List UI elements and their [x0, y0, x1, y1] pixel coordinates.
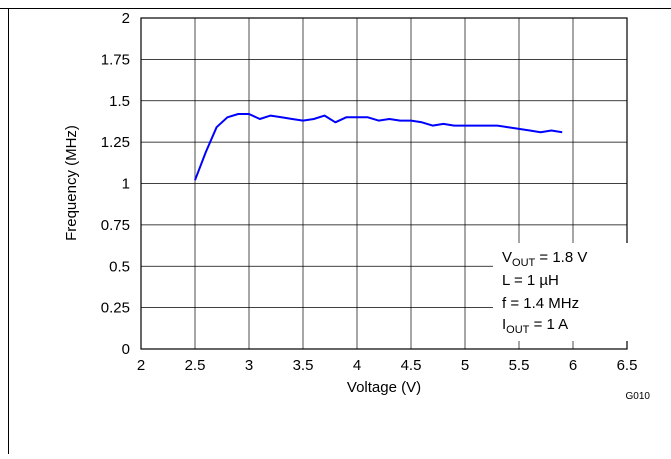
x-tick-label: 2.5 [185, 357, 206, 374]
y-tick-label: 2 [122, 10, 130, 27]
x-tick-label: 6.5 [617, 357, 638, 374]
x-tick-label: 5.5 [509, 357, 530, 374]
x-tick-label: 3 [245, 357, 253, 374]
y-tick-label: 0.5 [109, 258, 130, 275]
x-tick-label: 3.5 [293, 357, 314, 374]
y-tick-label: 1.5 [109, 93, 130, 110]
series-line-0 [194, 113, 563, 181]
figure-code: G010 [626, 391, 651, 402]
annotation-vout-subscript: OUT [512, 257, 536, 269]
annotation-box-background [493, 243, 631, 341]
y-tick-label: 1 [122, 176, 130, 193]
y-tick-label: 1.75 [101, 51, 130, 68]
annotation-iout-subscript: OUT [506, 324, 530, 336]
x-tick-label: 2 [137, 357, 145, 374]
annotation-vout: VOUT = 1.8 V [502, 249, 587, 269]
plot-area-border [140, 17, 628, 350]
annotation-box: VOUT = 1.8 V L = 1 µH f = 1.4 MHz IOUT =… [502, 249, 587, 336]
x-axis-label: Voltage (V) [347, 379, 421, 396]
x-tick-label: 4 [353, 357, 361, 374]
annotation-frequency: f = 1.4 MHz [502, 295, 579, 312]
x-tick-label: 6 [569, 357, 577, 374]
annotation-vout-value: = 1.8 V [535, 249, 587, 266]
series-lines [194, 113, 563, 181]
x-tick-labels: 2 2.5 3 3.5 4 4.5 5 5.5 6 6.5 [137, 357, 638, 374]
x-tick-label: 4.5 [401, 357, 422, 374]
y-axis-label: Frequency (MHz) [63, 125, 80, 241]
annotation-iout-value: = 1 A [529, 316, 568, 333]
y-tick-labels: 0 0.25 0.5 0.75 1 1.25 1.5 1.75 2 [101, 10, 130, 358]
annotation-iout-symbol: I [502, 316, 506, 333]
annotation-inductor: L = 1 µH [502, 272, 559, 289]
annotation-iout: IOUT = 1 A [502, 316, 568, 336]
y-tick-label: 0.25 [101, 300, 130, 317]
y-tick-label: 1.25 [101, 134, 130, 151]
y-tick-label: 0.75 [101, 217, 130, 234]
y-tick-label: 0 [122, 341, 130, 358]
annotation-vout-symbol: V [502, 249, 512, 266]
x-tick-label: 5 [461, 357, 469, 374]
outer-frame [0, 8, 671, 454]
